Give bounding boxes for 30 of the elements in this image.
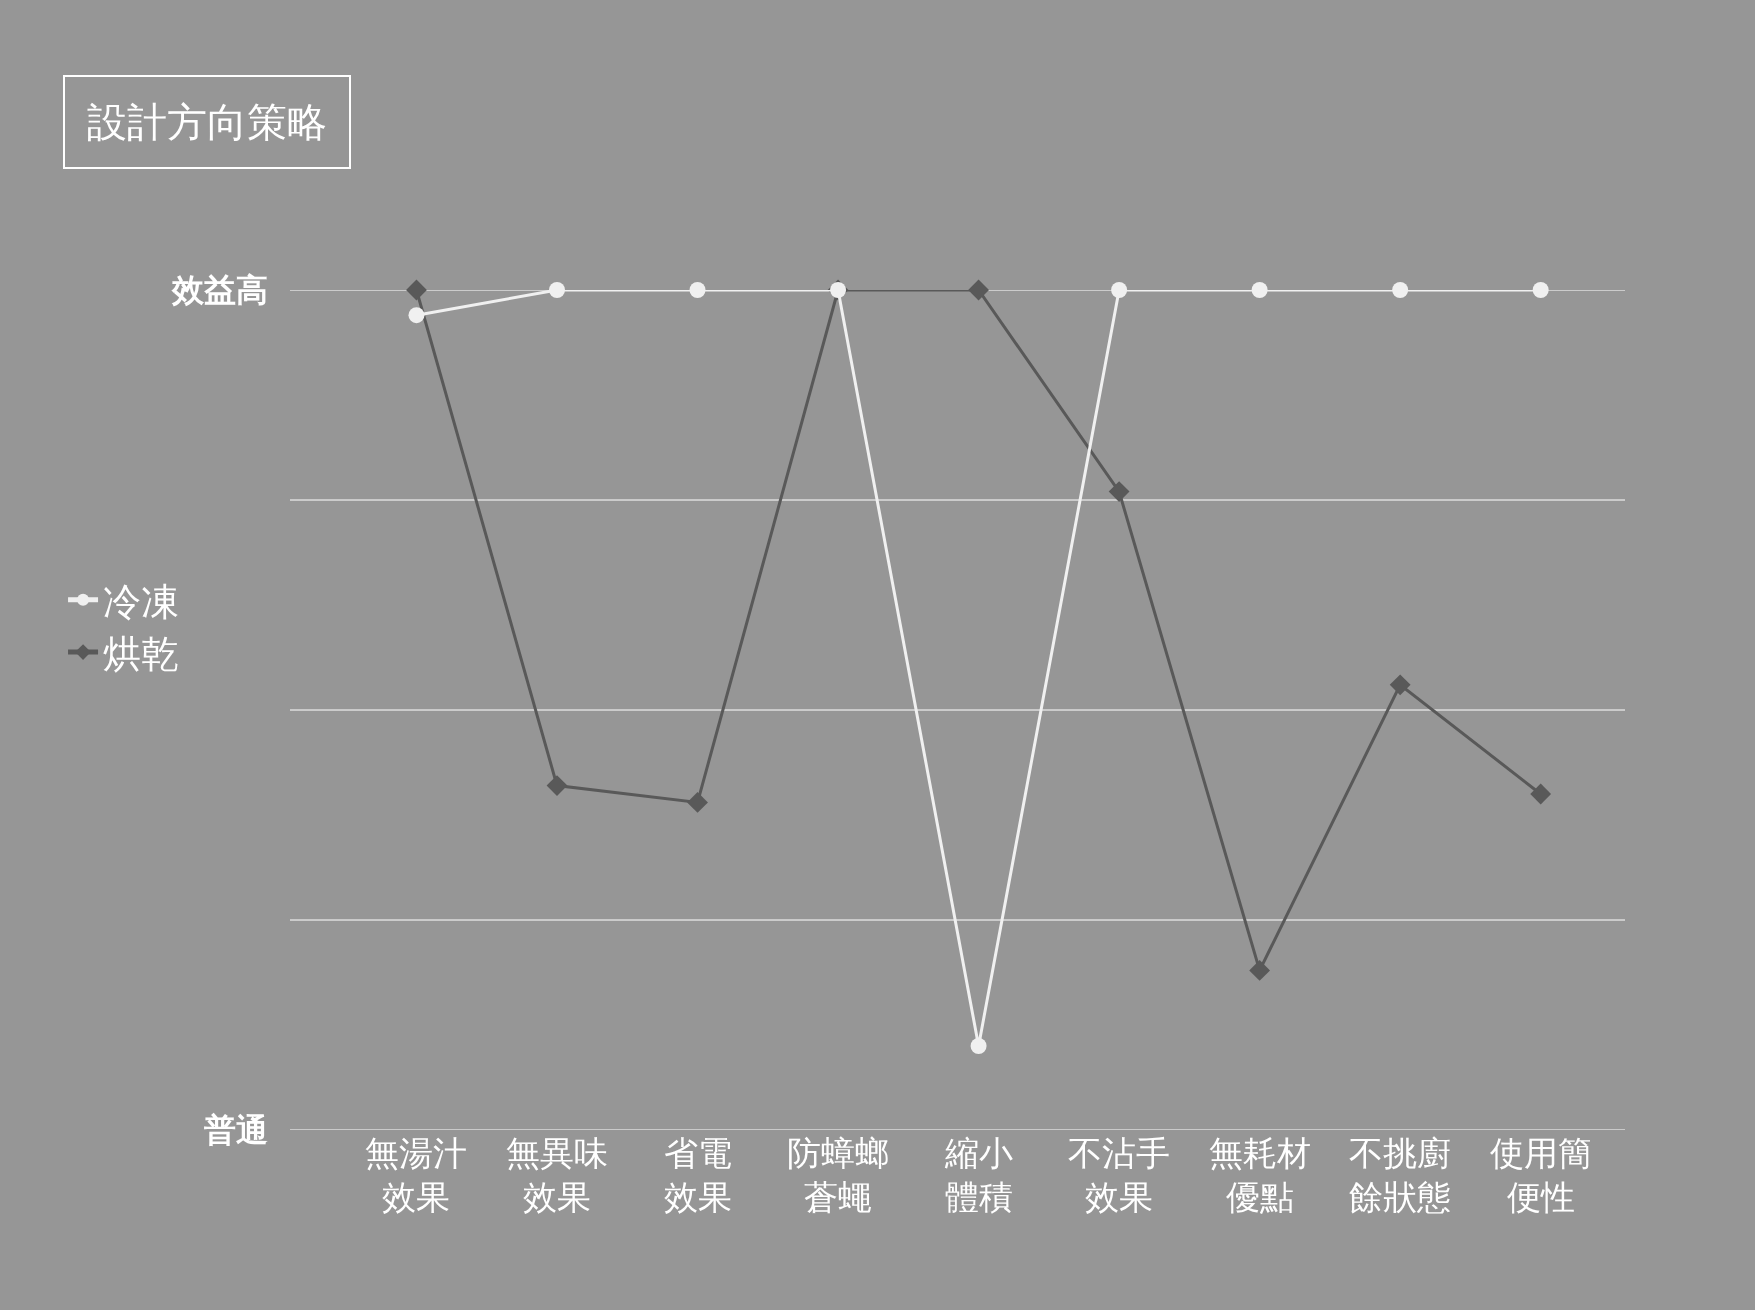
x-tick-label: 不沾手效果 — [1068, 1133, 1171, 1218]
point — [1530, 783, 1552, 805]
point — [689, 282, 706, 298]
text: 普通 — [204, 1111, 268, 1149]
x-tick-label: 無耗材優點 — [1208, 1133, 1311, 1218]
point — [1249, 960, 1271, 981]
x-tick-label: 無湯汁效果 — [365, 1133, 468, 1218]
point — [1389, 674, 1411, 696]
point — [1111, 282, 1128, 298]
legend-label: 冷凍 — [103, 579, 180, 624]
chart-title: 設計方向策略 — [87, 99, 327, 145]
point — [408, 307, 425, 324]
point — [1108, 481, 1130, 502]
point — [970, 1038, 987, 1054]
point — [549, 282, 565, 298]
text: 效益高 — [171, 271, 268, 309]
point — [1392, 282, 1409, 298]
point — [1251, 282, 1268, 298]
point — [968, 279, 989, 301]
x-tick-label: 不挑廚餘狀態 — [1349, 1133, 1452, 1218]
x-tick-label: 縮小體積 — [943, 1133, 1013, 1218]
x-tick-label: 使用簡便性 — [1489, 1133, 1592, 1218]
point — [1532, 282, 1549, 298]
x-tick-label: 無異味效果 — [506, 1133, 608, 1218]
point — [687, 792, 708, 813]
x-tick-label: 省電效果 — [663, 1133, 732, 1218]
legend-label: 烘乾 — [103, 631, 180, 676]
point — [406, 279, 427, 301]
x-tick-label: 防蟑螂蒼蠅 — [787, 1133, 890, 1218]
point — [546, 775, 568, 796]
